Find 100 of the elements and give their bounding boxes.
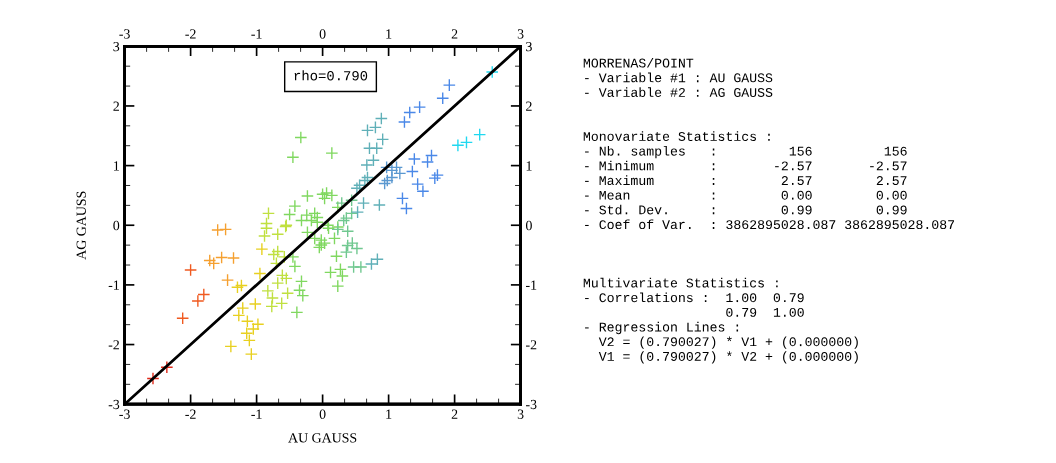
point xyxy=(296,289,310,303)
point xyxy=(327,231,341,245)
point xyxy=(203,253,217,267)
point xyxy=(333,262,347,276)
point xyxy=(146,372,160,386)
point xyxy=(442,78,456,92)
x2-tick-label: 3 xyxy=(517,29,524,39)
y-tick-label: -1 xyxy=(108,280,119,290)
y-tick-label: 2 xyxy=(113,101,119,111)
point xyxy=(341,239,355,253)
point xyxy=(294,131,308,145)
point xyxy=(184,263,198,277)
x2-tick-label: 2 xyxy=(451,29,458,39)
point xyxy=(372,198,386,212)
y-tick-label: -2 xyxy=(108,340,119,350)
point xyxy=(293,283,307,297)
point xyxy=(314,233,328,247)
x-tick-label: -2 xyxy=(185,409,196,419)
point xyxy=(286,150,300,164)
x2-tick-label: 0 xyxy=(319,29,326,39)
point xyxy=(436,91,450,105)
point xyxy=(261,284,275,298)
point xyxy=(405,165,419,179)
point xyxy=(244,347,258,361)
x-axis-title: AU GAUSS xyxy=(288,433,357,443)
x2-tick-label: -1 xyxy=(251,29,262,39)
x-tick-label: 0 xyxy=(319,409,326,419)
point xyxy=(227,251,241,265)
point xyxy=(290,305,304,319)
point xyxy=(397,115,411,129)
text: Monovariate Statistics : - Nb. samples : 156 156 - Minimum : -2.57 -2.57 - Maximum : 2.57 2.57 - Mean : 0.00 0.00 - Std. Dev. : 0.99 0.99 - Coef of Var. : 3862895028.087 3862895028.087 xyxy=(583,131,955,230)
point xyxy=(265,291,279,305)
point xyxy=(413,100,427,114)
point xyxy=(253,267,267,281)
y-tick-label: 3 xyxy=(113,41,120,52)
point xyxy=(221,273,235,287)
point xyxy=(354,260,368,274)
point xyxy=(316,187,330,201)
point xyxy=(271,244,285,259)
point xyxy=(324,265,338,279)
point xyxy=(407,152,421,166)
point xyxy=(473,128,487,142)
point xyxy=(275,296,289,310)
point xyxy=(176,311,190,325)
point xyxy=(325,146,339,160)
x-tick-label: 1 xyxy=(386,409,392,419)
x-tick-label: -1 xyxy=(251,409,262,419)
point xyxy=(230,280,244,294)
y2-tick-label: -2 xyxy=(525,340,537,350)
point xyxy=(261,206,275,220)
x-tick-label: 3 xyxy=(517,409,524,419)
y-tick-label: 1 xyxy=(114,161,119,171)
point xyxy=(265,299,279,313)
y-axis-title: AG GAUSS xyxy=(76,191,86,260)
annotation: rho=0.790 xyxy=(294,70,368,81)
point xyxy=(224,339,238,353)
y2-tick-label: 2 xyxy=(526,101,532,111)
y2-tick-label: -1 xyxy=(525,280,537,290)
x-tick-label: 2 xyxy=(451,409,458,419)
y2-tick-label: 0 xyxy=(526,220,532,231)
point xyxy=(345,193,359,207)
y2-tick-label: 3 xyxy=(526,41,532,52)
point xyxy=(234,278,248,293)
point xyxy=(258,229,272,243)
point xyxy=(267,247,281,261)
point xyxy=(360,123,374,137)
x2-tick-label: 1 xyxy=(386,29,392,39)
point xyxy=(335,269,349,283)
point xyxy=(485,65,499,79)
y-tick-label: -3 xyxy=(108,399,120,410)
x2-tick-label: -2 xyxy=(185,29,196,39)
point xyxy=(248,297,262,311)
point xyxy=(260,221,274,235)
point xyxy=(300,225,314,239)
point xyxy=(380,160,394,174)
point xyxy=(219,222,233,236)
y-tick-label: 0 xyxy=(113,220,120,231)
point xyxy=(341,224,355,238)
point xyxy=(160,360,174,374)
text: Multivariate Statistics : - Correlations : 1.00 0.79 0.79 1.00 - Regression Lines : V2 = (0.790027) * V1 + (0.000000) V1 = (0.790027) * V2 + (0.000000) xyxy=(583,277,858,364)
point xyxy=(395,191,409,205)
point xyxy=(399,202,413,216)
point xyxy=(281,286,295,300)
point xyxy=(300,189,314,203)
point xyxy=(329,249,343,263)
point xyxy=(240,314,254,328)
point xyxy=(416,184,430,198)
point xyxy=(459,135,473,149)
point xyxy=(288,259,302,273)
point xyxy=(350,242,364,256)
y2-tick-label: -3 xyxy=(525,399,537,410)
point xyxy=(403,106,417,120)
point xyxy=(331,279,345,293)
point xyxy=(411,177,425,191)
point xyxy=(255,242,269,256)
point xyxy=(242,333,256,347)
point xyxy=(451,138,465,152)
text: MORRENAS/POINT - Variable #1 : AU GAUSS - Variable #2 : AG GAUSS xyxy=(583,57,773,97)
point xyxy=(211,223,225,237)
y2-tick-label: 1 xyxy=(526,161,532,171)
